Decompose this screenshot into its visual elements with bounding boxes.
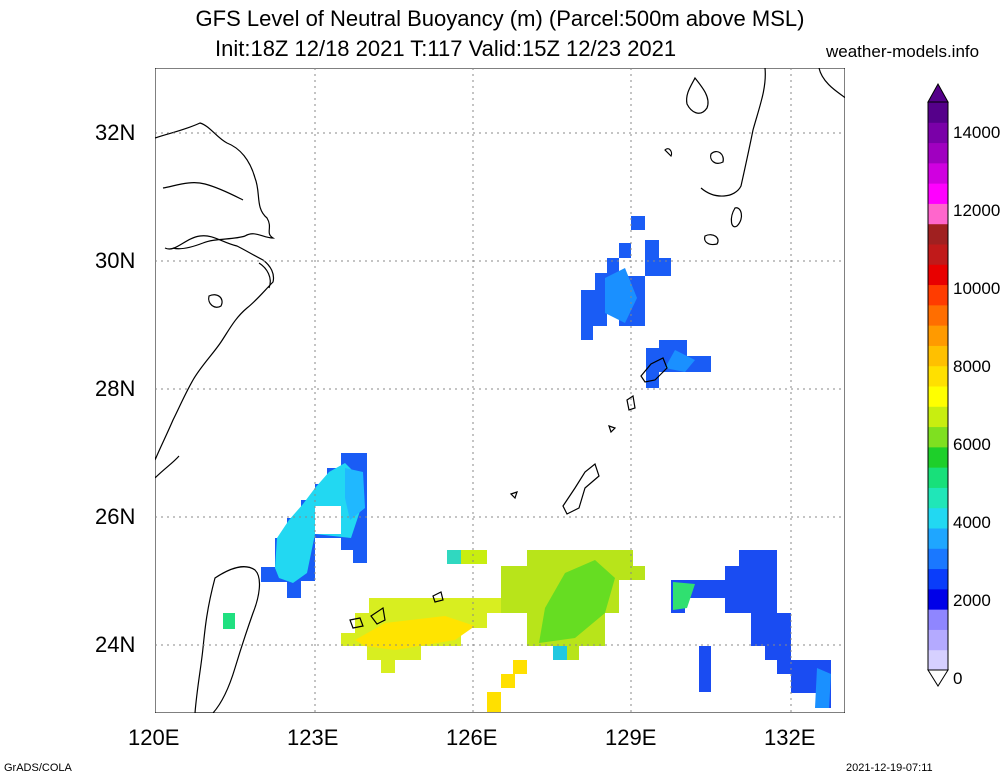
colorbar-segment [928,649,948,671]
lnb-patch [345,468,365,520]
colorbar-label: 8000 [953,357,991,376]
colorbar-frame [927,101,949,671]
lat-label-24n: 24N [95,632,136,657]
lon-label-120e: 120E [128,725,180,750]
colorbar-label: 2000 [953,591,991,610]
lat-label-32n: 32N [95,120,136,145]
coast-island [258,262,271,289]
lnb-patch [631,216,645,258]
colorbar-segment [928,548,948,570]
colorbar-segment [928,244,948,265]
lnb-patch [553,646,567,660]
lnb-patch [223,613,235,629]
colorbar-label: 12000 [953,201,1000,220]
lnb-patch [665,350,695,372]
island-yakushima [704,234,719,246]
colorbar-segment [928,102,948,123]
colorbar-bottom-arrow [927,669,949,687]
colorbar-segment [928,203,948,225]
colorbar-label: 6000 [953,435,991,454]
colorbar-label: 10000 [953,279,1000,298]
coastline-china-north [155,122,276,250]
colorbar-segment [928,426,948,448]
map-frame [155,68,845,713]
lnb-patch [539,560,615,643]
lnb-patch [487,692,501,712]
coastline-taiwan [194,566,261,713]
colorbar-segment [928,446,948,468]
island-tiny [509,491,518,500]
colorbar-segment [928,467,948,488]
yangtze-estuary [162,182,244,201]
lon-label-132e: 132E [764,725,816,750]
colorbar-segment [928,183,948,204]
lnb-patch [355,616,475,650]
coastline-kyushu [700,68,845,197]
lnb-patch [673,582,695,610]
colorbar-top-arrow [927,82,949,103]
lat-label-26n: 26N [95,504,136,529]
colorbar-segment [928,142,948,164]
colorbar-segment [928,365,948,387]
coastline-south [155,455,180,479]
colorbar-segment [928,304,948,326]
colorbar-segment [928,264,948,286]
lnb-patch [513,660,527,674]
island-kagoshima [710,150,724,164]
colorbar-segment [928,507,948,529]
lnb-patch [501,674,515,688]
chart-subtitle: Init:18Z 12/18 2021 T:117 Valid:15Z 12/2… [215,36,677,61]
colorbar-segment [928,528,948,549]
colorbar-segment [928,568,948,590]
kyushu-bay [686,76,709,114]
colorbar-segment [928,223,948,245]
brand-label: weather-models.info [826,42,980,61]
lat-label-30n: 30N [95,248,136,273]
colorbar-label: 14000 [953,123,1000,142]
colorbar-segment [928,406,948,428]
lnb-hole [315,506,341,534]
graticule [155,68,845,713]
map-panel [155,68,845,713]
coastline-zhejiang-fujian [155,235,275,461]
lon-label-129e: 129E [605,725,657,750]
islands-sakishima [349,606,386,629]
lat-label-28n: 28N [95,376,136,401]
island-koshiki [664,148,673,158]
lnb-patch [699,646,711,692]
footer-timestamp: 2021-12-19-07:11 [846,762,933,774]
colorbar-segment [928,122,948,144]
colorbar-segment [928,487,948,509]
lnb-patch [447,550,461,564]
lon-label-123e: 123E [287,725,339,750]
island-okinawa [562,462,600,515]
colorbar-label: 4000 [953,513,991,532]
colorbar-segment [928,629,948,651]
colorbar-segment [928,345,948,367]
lon-label-126e: 126E [446,725,498,750]
coastlines [155,68,845,713]
colorbar-segment [928,284,948,306]
island-tanegashima [730,207,743,228]
colorbar-segment [928,325,948,346]
chart-title: GFS Level of Neutral Buoyancy (m) (Parce… [195,6,805,31]
lnb-patch [605,268,637,323]
colorbar-segments [928,102,948,671]
lnb-patch [815,668,831,708]
colorbar-segment [928,162,948,184]
islands-tokara [608,394,636,434]
colorbar-segment [928,588,948,610]
colorbar-label: 0 [953,669,963,688]
footer-software: GrADS/COLA [4,762,72,774]
colorbar-segment [928,386,948,407]
island-amami [640,357,668,383]
island-shape [208,294,223,308]
colorbar [927,82,949,687]
colorbar-segment [928,609,948,630]
island-small [432,591,444,603]
